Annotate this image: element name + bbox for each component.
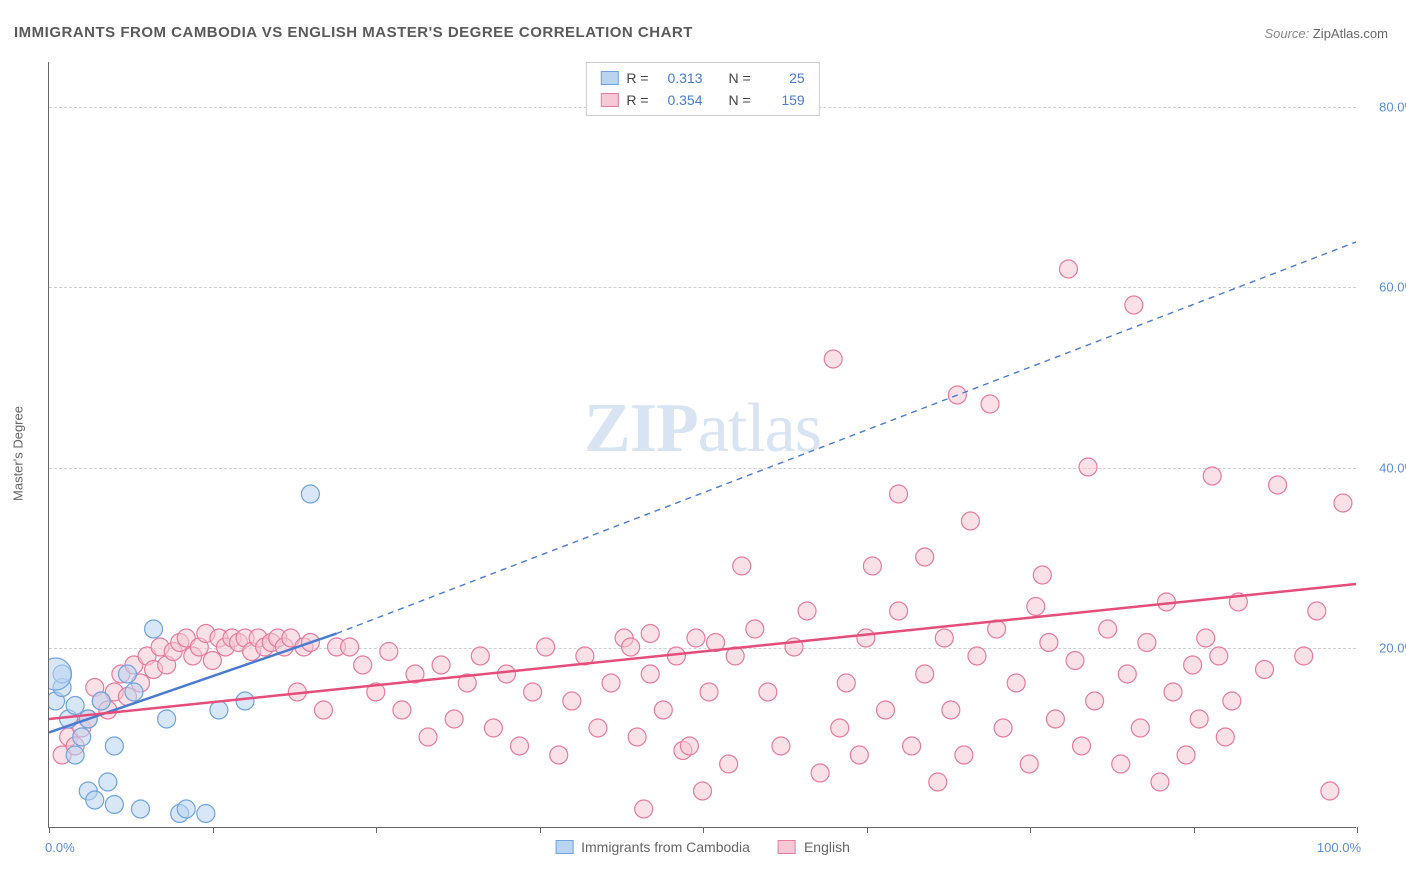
x-tick	[1357, 827, 1358, 833]
legend-item-series2: English	[778, 839, 850, 855]
x-tick	[49, 827, 50, 833]
y-tick-label: 20.0%	[1366, 640, 1406, 655]
legend-series-bottom: Immigrants from Cambodia English	[555, 839, 850, 855]
n-value: 159	[759, 92, 805, 108]
n-value: 25	[759, 70, 805, 86]
x-tick	[703, 827, 704, 833]
legend-swatch-series1	[600, 71, 618, 85]
source-attribution: Source: ZipAtlas.com	[1264, 26, 1388, 41]
y-tick-label: 80.0%	[1366, 100, 1406, 115]
legend-swatch-series2	[600, 93, 618, 107]
y-tick-label: 60.0%	[1366, 280, 1406, 295]
n-label: N =	[729, 92, 751, 108]
source-label: Source:	[1264, 26, 1312, 41]
x-tick	[376, 827, 377, 833]
x-tick-label: 0.0%	[45, 840, 75, 855]
r-label: R =	[626, 92, 648, 108]
x-tick	[540, 827, 541, 833]
legend-label-series1: Immigrants from Cambodia	[581, 839, 750, 855]
legend-swatch-series1	[555, 840, 573, 854]
r-label: R =	[626, 70, 648, 86]
x-tick-label: 100.0%	[1317, 840, 1361, 855]
y-tick-label: 40.0%	[1366, 460, 1406, 475]
legend-row-series2: R = 0.354 N = 159	[600, 89, 804, 111]
n-label: N =	[729, 70, 751, 86]
legend-swatch-series2	[778, 840, 796, 854]
x-tick	[213, 827, 214, 833]
legend-correlation-box: R = 0.313 N = 25 R = 0.354 N = 159	[585, 62, 819, 116]
x-tick	[1194, 827, 1195, 833]
x-tick	[1030, 827, 1031, 833]
legend-item-series1: Immigrants from Cambodia	[555, 839, 750, 855]
chart-title: IMMIGRANTS FROM CAMBODIA VS ENGLISH MAST…	[14, 24, 693, 41]
y-axis-title: Master's Degree	[11, 406, 26, 501]
plot-area: ZIPatlas R = 0.313 N = 25 R = 0.354 N = …	[48, 62, 1356, 828]
legend-label-series2: English	[804, 839, 850, 855]
x-tick	[867, 827, 868, 833]
r-value: 0.354	[657, 92, 703, 108]
r-value: 0.313	[657, 70, 703, 86]
legend-row-series1: R = 0.313 N = 25	[600, 67, 804, 89]
source-value: ZipAtlas.com	[1313, 26, 1388, 41]
scatter-plot-svg	[49, 62, 1356, 827]
